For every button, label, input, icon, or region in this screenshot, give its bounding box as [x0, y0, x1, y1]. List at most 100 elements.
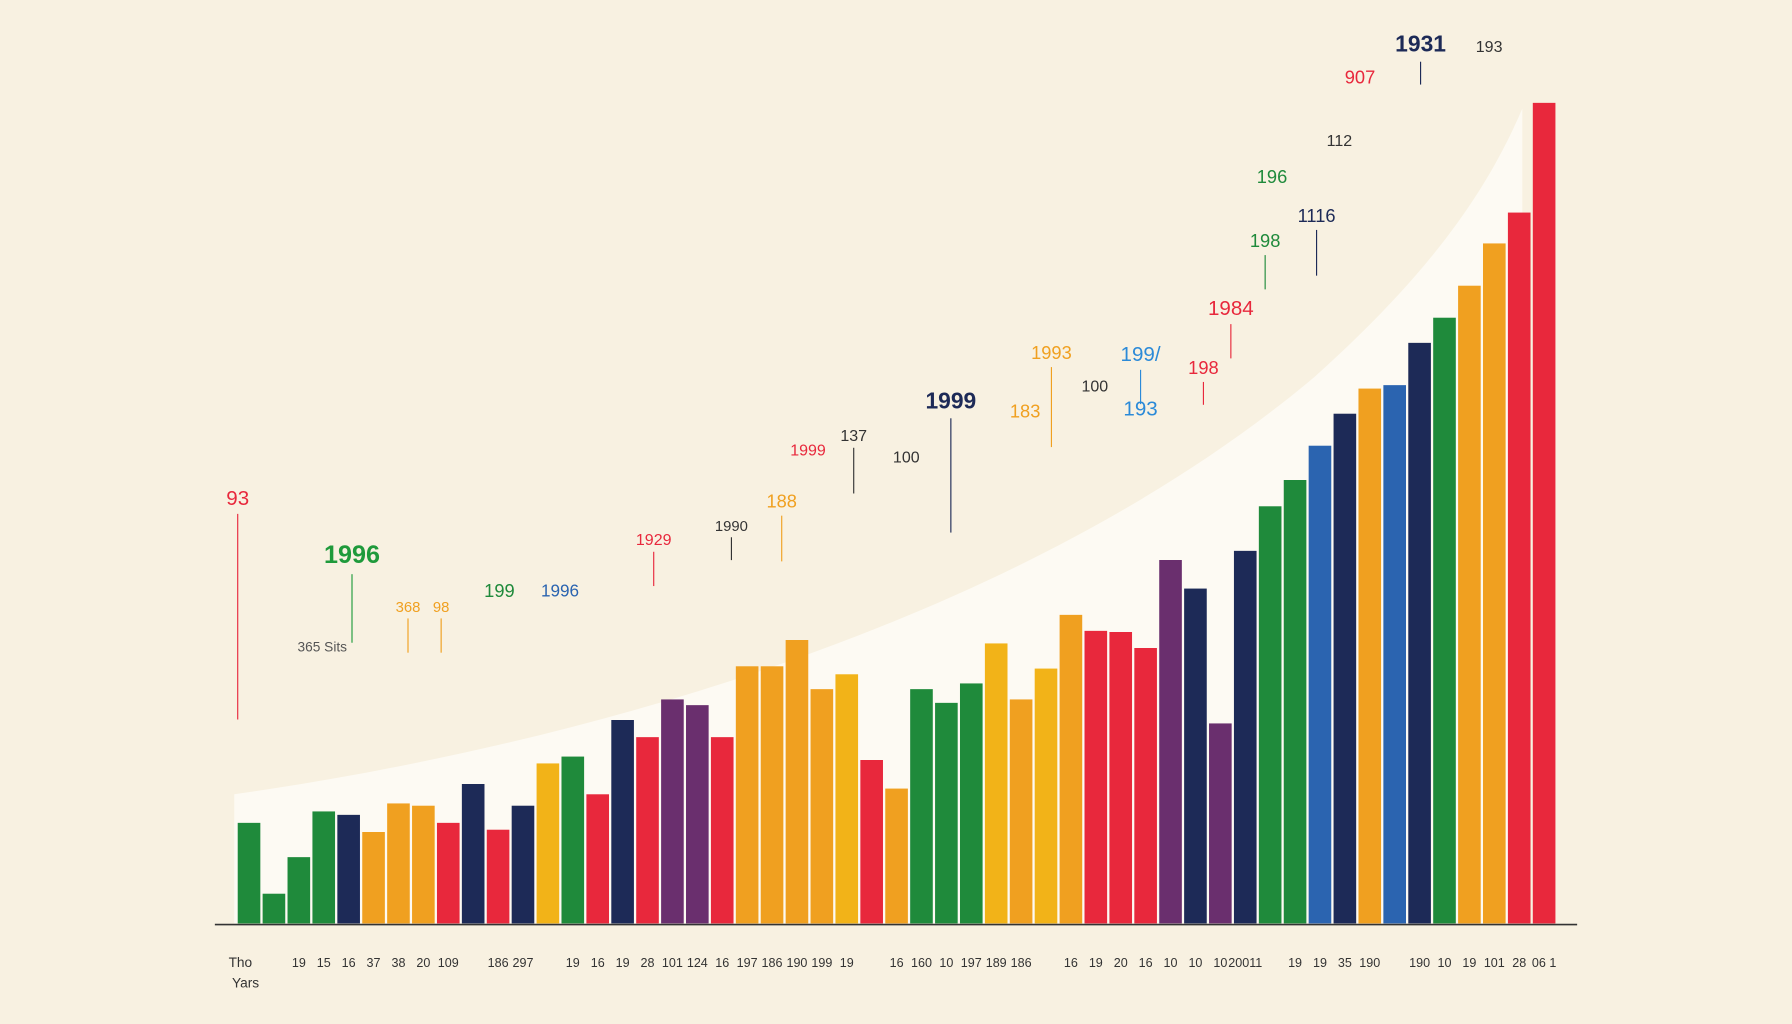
x-tick-label: 20: [416, 956, 430, 970]
annotation: 196: [1257, 166, 1287, 187]
annotation: 112: [1327, 133, 1353, 150]
x-tick-label: 15: [317, 956, 331, 970]
x-tick-label: 28: [641, 956, 655, 970]
bar: [412, 805, 435, 924]
annotation: 193: [1123, 398, 1157, 421]
bar: [1059, 614, 1083, 924]
annotation: 1931: [1395, 31, 1446, 57]
bar: [910, 689, 933, 924]
bar: [1308, 445, 1332, 924]
x-tick-label: 19: [1313, 956, 1327, 970]
bar: [1109, 632, 1133, 924]
x-tick-label: 35: [1338, 956, 1352, 970]
x-tick-label: 19: [840, 956, 854, 970]
bar: [686, 705, 709, 924]
bar: [636, 737, 659, 924]
bar: [935, 702, 958, 924]
bar: [710, 737, 734, 924]
x-tick-label: 190: [1359, 956, 1380, 970]
bar: [760, 666, 784, 924]
x-tick-label: 37: [367, 956, 381, 970]
bar: [959, 683, 983, 924]
x-tick-label: 20: [1114, 956, 1128, 970]
annotation: 1984: [1208, 297, 1254, 320]
x-tick-label: 06 1: [1532, 956, 1556, 970]
bars: [237, 102, 1556, 924]
x-tick-label: 186: [1011, 956, 1032, 970]
bar: [1084, 630, 1108, 924]
annotation: 98: [433, 600, 450, 616]
bar: [860, 760, 883, 924]
x-tick-label: 197: [961, 956, 982, 970]
x-tick-label: 16: [1064, 956, 1078, 970]
x-tick-label: 190: [786, 956, 807, 970]
bar: [511, 805, 535, 924]
x-tick-label: 186: [762, 956, 783, 970]
x-tick-label: 28: [1512, 956, 1526, 970]
x-axis-title: Tho: [229, 955, 253, 970]
bar: [1034, 668, 1058, 924]
bar: [1283, 480, 1307, 924]
bar: [486, 829, 510, 924]
x-tick-label: 19: [1288, 956, 1302, 970]
x-tick-label: 109: [438, 956, 459, 970]
annotation: 1996: [541, 581, 579, 601]
bar: [1532, 102, 1556, 924]
bar: [1233, 550, 1257, 924]
x-tick-label: 10: [1213, 956, 1227, 970]
annotation: 188: [766, 491, 796, 512]
x-tick-label: 101: [1484, 956, 1505, 970]
bar: [810, 689, 834, 924]
x-tick-label: 19: [1089, 956, 1103, 970]
x-tick-label: 10: [939, 956, 953, 970]
annotation: 93: [226, 487, 249, 510]
bar: [287, 857, 311, 924]
bar: [885, 788, 908, 924]
annotation: 1996: [324, 541, 380, 569]
x-tick-label: 16: [342, 956, 356, 970]
bar: [461, 784, 485, 924]
x-tick-label: 297: [513, 956, 534, 970]
annotation: 1990: [715, 519, 748, 535]
annotation: 1116: [1298, 205, 1336, 226]
bar: [1134, 648, 1157, 924]
annotation: 193: [1476, 39, 1503, 56]
x-tick-label: 16: [1139, 956, 1153, 970]
bar: [1184, 588, 1207, 924]
x-tick-label: 10: [1164, 956, 1178, 970]
bar: [1358, 388, 1382, 924]
bar: [312, 811, 336, 924]
annotation: 365 Sits: [298, 640, 348, 655]
x-tick-label: 19: [1462, 956, 1476, 970]
x-tick-label: 19: [616, 956, 630, 970]
bar: [1333, 413, 1357, 924]
bar: [1433, 317, 1456, 924]
x-tick-label: 190: [1409, 956, 1430, 970]
x-tick-label: 19: [292, 956, 306, 970]
bar: [337, 814, 360, 924]
bar: [1458, 285, 1481, 924]
x-tick-label: 16: [591, 956, 605, 970]
annotation: 183: [1010, 400, 1040, 421]
bar: [835, 674, 859, 924]
annotation: 1929: [636, 532, 672, 549]
x-tick-label: 160: [911, 956, 932, 970]
bar: [1383, 385, 1406, 924]
bar: [785, 640, 809, 924]
bar: [561, 756, 585, 924]
bar: [661, 699, 684, 924]
x-tick-label: 16: [715, 956, 729, 970]
annotation: 199: [484, 580, 514, 601]
annotation: 198: [1188, 357, 1218, 378]
annotation: 907: [1345, 67, 1375, 88]
x-tick-label: 197: [737, 956, 758, 970]
bar: [984, 643, 1008, 924]
bar: [237, 822, 261, 924]
bar: [1482, 243, 1506, 924]
x-tick-label: 10: [1438, 956, 1452, 970]
x-tick-label: 199: [811, 956, 832, 970]
x-tick-label: 101: [662, 956, 683, 970]
annotation: 100: [1082, 379, 1109, 396]
x-tick-label: 124: [687, 956, 708, 970]
x-tick-label: 20011: [1228, 956, 1262, 970]
